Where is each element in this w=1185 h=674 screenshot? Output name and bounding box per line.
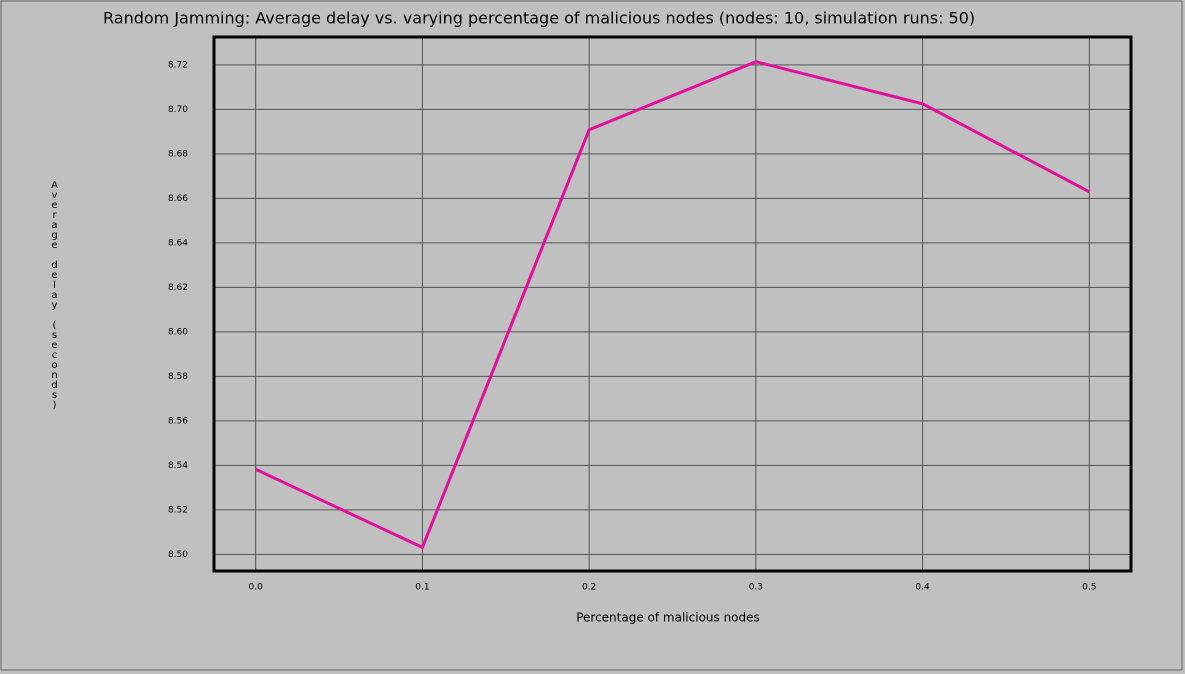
y-axis-label: Average delay (seconds): [49, 180, 60, 410]
x-tick-label: 0.2: [582, 583, 596, 593]
y-tick-label: 8.58: [168, 372, 188, 382]
y-tick-label: 8.66: [168, 194, 188, 204]
x-tick-label: 0.3: [749, 583, 763, 593]
y-tick-label: 8.50: [168, 550, 188, 560]
y-tick-label: 8.68: [168, 149, 188, 159]
y-tick-label: 8.62: [168, 283, 188, 293]
x-tick-label: 0.0: [249, 583, 264, 593]
x-tick-label: 0.1: [415, 583, 429, 593]
y-tick-label: 8.60: [168, 327, 188, 337]
y-tick-label: 8.54: [168, 461, 188, 471]
y-tick-label: 8.70: [168, 105, 188, 115]
y-tick-label: 8.72: [168, 60, 188, 70]
x-tick-label: 0.4: [915, 583, 930, 593]
x-axis-label: Percentage of malicious nodes: [576, 611, 760, 625]
y-tick-label: 8.52: [168, 505, 188, 515]
y-tick-label: 8.64: [168, 238, 188, 248]
chart-title: Random Jamming: Average delay vs. varyin…: [103, 9, 975, 28]
data-line: [255, 60, 1091, 550]
plot-border: [212, 35, 1133, 573]
y-tick-label: 8.56: [168, 416, 188, 426]
x-tick-label: 0.5: [1082, 583, 1096, 593]
